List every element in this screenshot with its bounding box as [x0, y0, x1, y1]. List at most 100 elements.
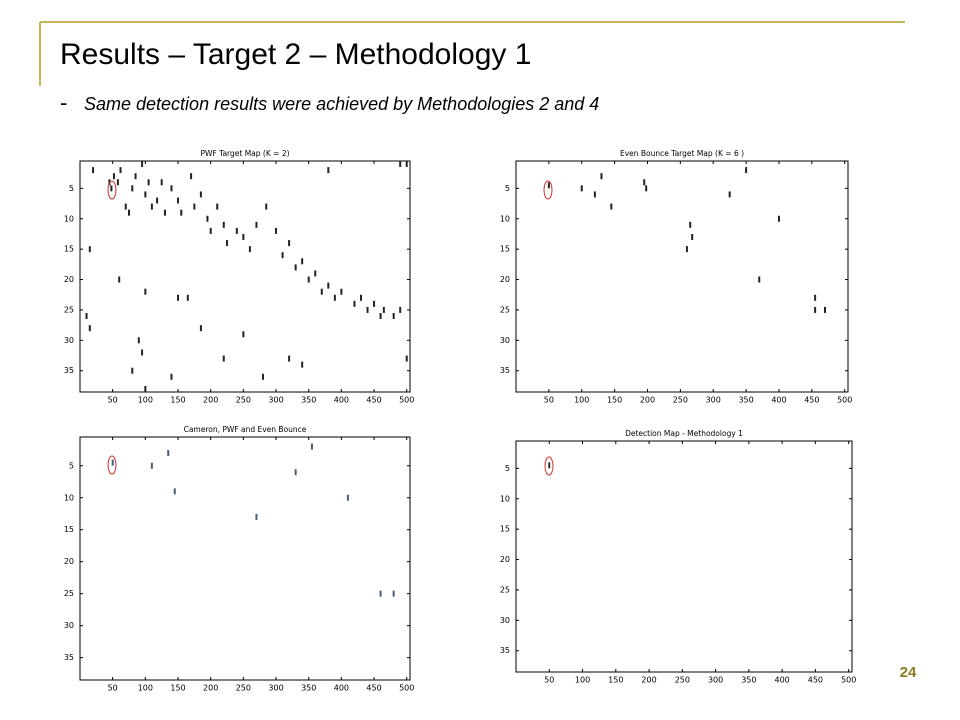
y-tick-label: 30	[500, 616, 510, 625]
x-tick-label: 350	[741, 676, 756, 685]
point	[255, 513, 258, 520]
y-tick-label: 30	[64, 336, 74, 345]
point	[199, 325, 202, 332]
y-tick-label: 35	[500, 366, 510, 375]
point	[85, 313, 88, 320]
point	[180, 209, 183, 216]
y-tick-label: 15	[64, 525, 74, 534]
x-tick-label: 400	[774, 676, 789, 685]
point	[405, 161, 408, 168]
y-tick-label: 5	[69, 184, 74, 193]
point	[645, 185, 648, 192]
x-tick-label: 150	[607, 396, 622, 405]
point	[814, 306, 817, 313]
x-tick-label: 100	[138, 396, 153, 405]
point	[124, 203, 127, 210]
x-tick-label: 400	[334, 684, 349, 693]
point	[346, 494, 349, 501]
x-tick-label: 100	[138, 684, 153, 693]
point	[141, 349, 144, 356]
point	[144, 385, 147, 392]
point	[327, 282, 330, 289]
y-tick-label: 10	[500, 214, 510, 223]
x-tick-label: 150	[170, 396, 185, 405]
point	[222, 355, 225, 362]
y-tick-label: 10	[64, 214, 74, 223]
y-tick-label: 15	[500, 245, 510, 254]
y-tick-label: 5	[505, 184, 510, 193]
point	[333, 294, 336, 301]
plot-frame	[79, 436, 411, 681]
x-tick-label: 100	[574, 396, 589, 405]
point	[379, 590, 382, 597]
point	[235, 227, 238, 234]
point	[307, 276, 310, 283]
y-tick-label: 20	[500, 275, 510, 284]
y-tick-label: 30	[500, 336, 510, 345]
point	[116, 179, 119, 186]
point	[242, 233, 245, 240]
x-tick-label: 350	[738, 396, 753, 405]
y-tick-label: 15	[64, 245, 74, 254]
point	[150, 462, 153, 469]
point	[777, 215, 780, 222]
point	[745, 167, 748, 174]
point	[190, 173, 193, 180]
point	[265, 203, 268, 210]
point	[222, 221, 225, 228]
x-tick-label: 50	[544, 676, 554, 685]
point	[177, 197, 180, 204]
x-tick-label: 350	[301, 396, 316, 405]
point	[88, 246, 91, 253]
page-number: 24	[900, 664, 917, 681]
point	[118, 276, 121, 283]
point	[144, 288, 147, 295]
point	[150, 203, 153, 210]
point	[823, 306, 826, 313]
point	[92, 167, 95, 174]
point	[206, 215, 209, 222]
x-tick-label: 400	[771, 396, 786, 405]
point	[314, 270, 317, 277]
point	[392, 590, 395, 597]
x-tick-label: 200	[203, 396, 218, 405]
point	[610, 203, 613, 210]
x-tick-label: 200	[641, 676, 656, 685]
chart-title: Detection Map - Methodology 1	[625, 429, 743, 438]
point	[209, 227, 212, 234]
point	[281, 252, 284, 259]
x-tick-label: 300	[708, 676, 723, 685]
point	[310, 443, 313, 450]
y-tick-label: 5	[69, 461, 74, 470]
x-tick-label: 250	[673, 396, 688, 405]
y-tick-label: 20	[64, 275, 74, 284]
x-tick-label: 100	[575, 676, 590, 685]
point	[814, 294, 817, 301]
point	[580, 185, 583, 192]
x-tick-label: 300	[268, 684, 283, 693]
point	[186, 294, 189, 301]
bullet: -	[60, 90, 67, 115]
y-tick-label: 25	[64, 305, 74, 314]
x-tick-label: 500	[837, 396, 852, 405]
x-tick-label: 450	[808, 676, 823, 685]
point	[131, 367, 134, 374]
y-tick-label: 10	[500, 494, 510, 503]
x-tick-label: 300	[268, 396, 283, 405]
point	[392, 313, 395, 320]
slide-subtitle: Same detection results were achieved by …	[84, 94, 599, 114]
point	[643, 179, 646, 186]
x-tick-label: 350	[301, 684, 316, 693]
highlight-ellipse	[107, 180, 117, 200]
point	[119, 167, 122, 174]
point	[301, 258, 304, 265]
point	[689, 221, 692, 228]
point	[163, 209, 166, 216]
point	[593, 191, 596, 198]
point	[193, 203, 196, 210]
point	[320, 288, 323, 295]
x-tick-label: 250	[236, 396, 251, 405]
point	[366, 306, 369, 313]
